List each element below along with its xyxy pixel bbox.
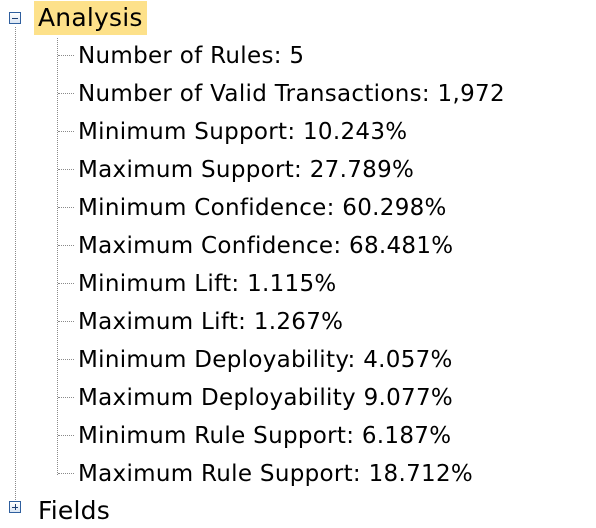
tree-node-item[interactable]: Maximum Confidence: 68.481% <box>58 227 588 265</box>
tree-node-item[interactable]: Minimum Deployability: 4.057% <box>58 341 588 379</box>
tree-node-item[interactable]: Number of Rules: 5 <box>58 37 588 75</box>
tree-connector <box>58 283 74 284</box>
tree-node-label: Maximum Confidence: 68.481% <box>78 233 454 259</box>
tree-node-label: Number of Rules: 5 <box>78 43 305 69</box>
tree-connector <box>58 55 74 56</box>
collapse-icon[interactable] <box>9 12 21 24</box>
tree-connector <box>58 207 74 208</box>
tree-node-item[interactable]: Maximum Rule Support: 18.712% <box>58 455 588 493</box>
tree-node-label: Number of Valid Transactions: 1,972 <box>78 81 505 107</box>
tree-node-item[interactable]: Number of Valid Transactions: 1,972 <box>58 75 588 113</box>
tree-node-label: Maximum Support: 27.789% <box>78 157 415 183</box>
tree-node-label: Minimum Support: 10.243% <box>78 119 408 145</box>
tree-connector <box>58 435 74 436</box>
tree-node-item[interactable]: Minimum Support: 10.243% <box>58 113 588 151</box>
tree-node-item[interactable]: Maximum Deployability 9.077% <box>58 379 588 417</box>
tree-node-label: Maximum Lift: 1.267% <box>78 309 344 335</box>
tree-connector <box>58 321 74 322</box>
tree-connector <box>58 245 74 246</box>
tree-guide-line-children <box>57 38 58 475</box>
tree-connector <box>58 93 74 94</box>
tree-node-label: Minimum Deployability: 4.057% <box>78 347 453 373</box>
tree-connector <box>58 169 74 170</box>
tree-node-label: Minimum Rule Support: 6.187% <box>78 423 452 449</box>
tree-node-item[interactable]: Minimum Confidence: 60.298% <box>58 189 588 227</box>
tree-node-label: Minimum Lift: 1.115% <box>78 271 337 297</box>
expand-icon[interactable] <box>9 501 21 513</box>
tree-connector <box>58 131 74 132</box>
tree-connector <box>58 473 74 474</box>
tree-node-item[interactable]: Minimum Lift: 1.115% <box>58 265 588 303</box>
tree-node-fields[interactable]: Fields <box>38 496 110 525</box>
tree-node-analysis[interactable]: Analysis <box>34 1 147 35</box>
tree-connector <box>58 397 74 398</box>
tree-guide-line <box>15 27 16 508</box>
tree-connector <box>58 359 74 360</box>
tree-node-label: Minimum Confidence: 60.298% <box>78 195 447 221</box>
tree-node-item[interactable]: Minimum Rule Support: 6.187% <box>58 417 588 455</box>
tree-node-label: Maximum Rule Support: 18.712% <box>78 461 474 487</box>
tree-node-item[interactable]: Maximum Support: 27.789% <box>58 151 588 189</box>
tree-node-label: Maximum Deployability 9.077% <box>78 385 454 411</box>
tree-node-item[interactable]: Maximum Lift: 1.267% <box>58 303 588 341</box>
